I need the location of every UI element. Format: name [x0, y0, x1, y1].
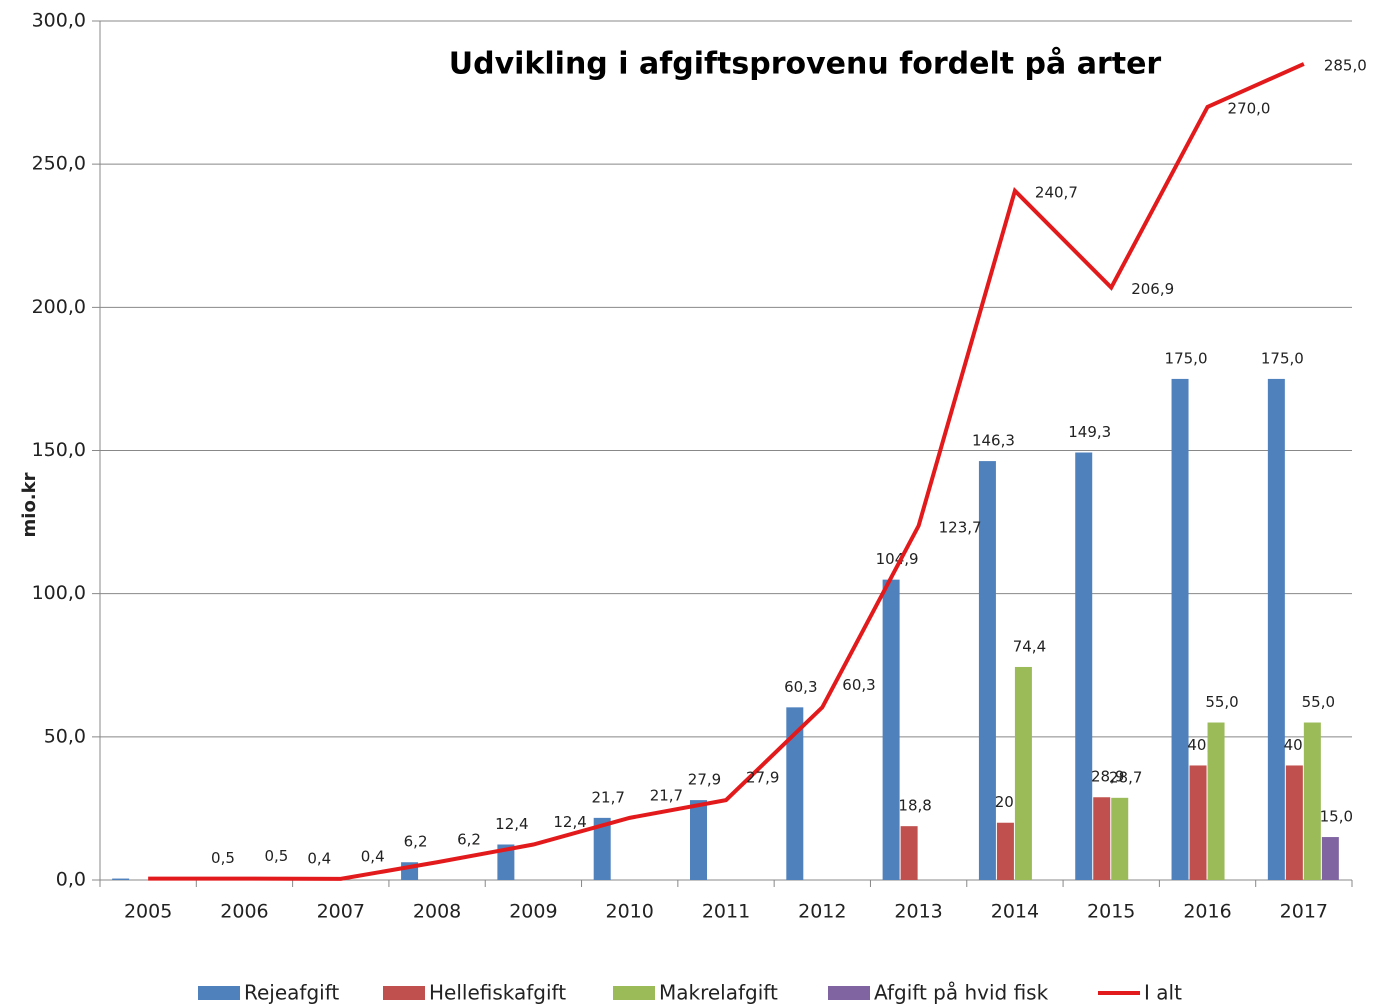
x-tick-label: 2009	[509, 901, 557, 923]
value-label: 27,9	[746, 769, 779, 787]
value-label: 60,3	[784, 678, 817, 696]
value-label: 55,0	[1205, 693, 1238, 711]
legend-label: Makrelafgift	[659, 981, 778, 1005]
x-tick-label: 2010	[606, 901, 654, 923]
x-tick-label: 2005	[124, 901, 172, 923]
x-tick-label: 2014	[991, 901, 1039, 923]
value-label: 0,4	[361, 847, 385, 865]
y-tick-label: 150,0	[32, 439, 86, 461]
x-tick-label: 2015	[1087, 901, 1135, 923]
bar	[1189, 765, 1207, 880]
bar	[112, 878, 130, 880]
bar	[593, 817, 611, 880]
y-tick-label: 100,0	[32, 582, 86, 604]
value-label: 206,9	[1131, 280, 1174, 298]
value-label: 12,4	[495, 815, 528, 833]
x-tick-label: 2016	[1183, 901, 1231, 923]
chart-title: Udvikling i afgiftsprovenu fordelt på ar…	[449, 46, 1162, 82]
value-label: 60,3	[842, 676, 875, 694]
value-label: 149,3	[1068, 423, 1111, 441]
bar	[1093, 797, 1111, 880]
value-label: 146,3	[972, 432, 1015, 450]
bar	[1075, 452, 1093, 880]
y-axis-title: mio.kr	[19, 472, 40, 537]
value-label: 21,7	[591, 788, 624, 806]
bar	[882, 579, 900, 880]
value-label: 0,5	[264, 847, 288, 865]
value-label: 74,4	[1013, 637, 1046, 655]
value-label: 28,9	[1091, 768, 1124, 786]
bar	[1111, 797, 1129, 880]
x-tick-label: 2011	[702, 901, 750, 923]
legend-swatch	[828, 986, 870, 1000]
bar	[1321, 837, 1339, 880]
bar	[996, 822, 1014, 880]
bar	[1014, 666, 1032, 880]
y-tick-label: 50,0	[44, 725, 86, 747]
line	[148, 62, 1305, 881]
legend-swatch	[383, 986, 425, 1000]
y-tick-label: 200,0	[32, 296, 86, 318]
bar	[1207, 722, 1225, 880]
value-label: 175,0	[1165, 349, 1208, 367]
value-label: 123,7	[939, 518, 982, 536]
value-label: 175,0	[1261, 349, 1304, 367]
bar	[1171, 378, 1189, 880]
bar	[786, 707, 804, 880]
x-tick-label: 2013	[894, 901, 942, 923]
y-tick-label: 0,0	[56, 869, 86, 891]
value-label: 15,0	[1320, 808, 1353, 826]
legend-label: Afgift på hvid fisk	[874, 981, 1049, 1005]
bar	[1267, 378, 1285, 880]
value-label: 18,8	[898, 797, 931, 815]
x-tick-label: 2017	[1280, 901, 1328, 923]
value-label: 240,7	[1035, 183, 1078, 201]
value-label: 27,9	[688, 771, 721, 789]
bar	[1303, 722, 1321, 880]
value-label: 0,4	[307, 849, 331, 867]
y-tick-label: 300,0	[32, 10, 86, 32]
value-label: 0,5	[211, 849, 235, 867]
legend-swatch	[613, 986, 655, 1000]
x-tick-label: 2006	[220, 901, 268, 923]
bar	[690, 800, 707, 880]
bar	[497, 844, 515, 880]
bar	[900, 826, 918, 880]
legend-label: I alt	[1144, 981, 1182, 1005]
value-label: 6,2	[457, 831, 481, 849]
value-label: 55,0	[1302, 693, 1335, 711]
legend-swatch	[198, 986, 240, 1000]
x-tick-label: 2007	[317, 901, 365, 923]
value-label: 104,9	[876, 550, 919, 568]
value-label: 21,7	[650, 786, 683, 804]
x-tick-label: 2012	[798, 901, 846, 923]
bar	[1285, 765, 1303, 880]
value-label: 285,0	[1324, 56, 1367, 74]
legend-label: Rejeafgift	[244, 981, 339, 1005]
y-tick-label: 250,0	[32, 153, 86, 175]
value-label: 12,4	[553, 813, 586, 831]
value-label: 28,7	[1109, 768, 1142, 786]
value-label: 270,0	[1228, 99, 1271, 117]
x-tick-label: 2008	[413, 901, 461, 923]
bar	[978, 461, 996, 880]
value-label: 6,2	[404, 833, 428, 851]
legend-label: Hellefiskafgift	[429, 981, 566, 1005]
